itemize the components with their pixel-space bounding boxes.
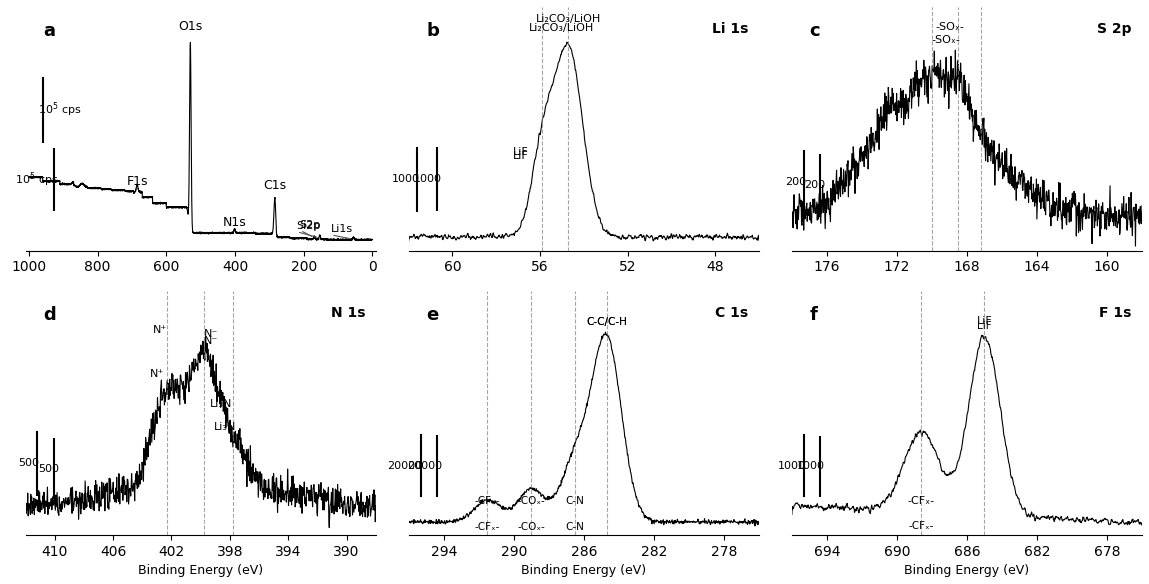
Text: F1s: F1s — [126, 175, 148, 188]
Text: -COₓ-: -COₓ- — [517, 496, 545, 506]
Text: N⁻: N⁻ — [203, 329, 218, 339]
Text: Li₂CO₃/LiOH: Li₂CO₃/LiOH — [530, 23, 594, 33]
Text: c: c — [809, 22, 820, 40]
Text: 200: 200 — [785, 176, 805, 186]
Text: 20000: 20000 — [387, 461, 423, 471]
Text: -CFₓ-: -CFₓ- — [475, 522, 500, 531]
Text: 1000: 1000 — [392, 175, 419, 185]
Text: Li1s: Li1s — [331, 224, 353, 235]
Text: -CFₓ-: -CFₓ- — [908, 496, 935, 506]
Text: -COₓ-: -COₓ- — [517, 522, 545, 531]
Text: N 1s: N 1s — [331, 305, 365, 319]
Text: Li 1s: Li 1s — [712, 22, 748, 36]
Text: C-C/C-H: C-C/C-H — [586, 317, 627, 327]
Text: Li₃N: Li₃N — [210, 399, 233, 409]
X-axis label: Binding Energy (eV): Binding Energy (eV) — [904, 564, 1030, 577]
Text: f: f — [809, 305, 817, 324]
Text: -SOₓ-: -SOₓ- — [932, 35, 961, 46]
Text: -SOₓ-: -SOₓ- — [935, 22, 964, 32]
Text: N⁺: N⁺ — [153, 325, 168, 335]
Text: C-N: C-N — [565, 496, 585, 506]
Text: e: e — [426, 305, 439, 324]
Text: C-N: C-N — [565, 522, 585, 531]
Text: a: a — [43, 22, 55, 40]
Text: N1s: N1s — [223, 216, 247, 229]
Text: d: d — [43, 305, 56, 324]
Text: 500: 500 — [18, 458, 39, 468]
Text: C-C/C-H: C-C/C-H — [586, 317, 627, 326]
X-axis label: Binding Energy (eV): Binding Energy (eV) — [138, 564, 263, 577]
Text: LiF: LiF — [512, 151, 529, 161]
Text: b: b — [426, 22, 439, 40]
X-axis label: Binding Energy (eV): Binding Energy (eV) — [522, 564, 647, 577]
Text: -CFₓ-: -CFₓ- — [475, 496, 500, 506]
Text: C1s: C1s — [263, 179, 286, 192]
Text: LiF: LiF — [977, 321, 992, 331]
Text: F 1s: F 1s — [1100, 305, 1132, 319]
Text: 1000: 1000 — [414, 174, 442, 185]
Text: 1000: 1000 — [778, 461, 805, 471]
Text: Li₂CO₃/LiOH: Li₂CO₃/LiOH — [535, 13, 601, 24]
Text: 200: 200 — [804, 180, 825, 190]
Text: -CFₓ-: -CFₓ- — [909, 521, 934, 531]
Text: N⁺: N⁺ — [149, 369, 164, 379]
Text: 500: 500 — [38, 464, 59, 474]
Text: 20000: 20000 — [407, 461, 442, 471]
Text: 1000: 1000 — [797, 461, 825, 471]
Text: 10$^5$ cps: 10$^5$ cps — [15, 170, 59, 189]
Text: Li₃N: Li₃N — [214, 422, 237, 432]
Text: Si2p: Si2p — [296, 221, 321, 231]
Text: O1s: O1s — [178, 20, 202, 33]
Text: C 1s: C 1s — [716, 305, 748, 319]
Text: LiF: LiF — [514, 147, 529, 157]
Text: LiF: LiF — [977, 316, 993, 326]
Text: S2p: S2p — [300, 220, 321, 230]
Text: N⁻: N⁻ — [203, 336, 217, 346]
Text: S 2p: S 2p — [1097, 22, 1132, 36]
Text: $10^5$ cps: $10^5$ cps — [38, 100, 82, 119]
